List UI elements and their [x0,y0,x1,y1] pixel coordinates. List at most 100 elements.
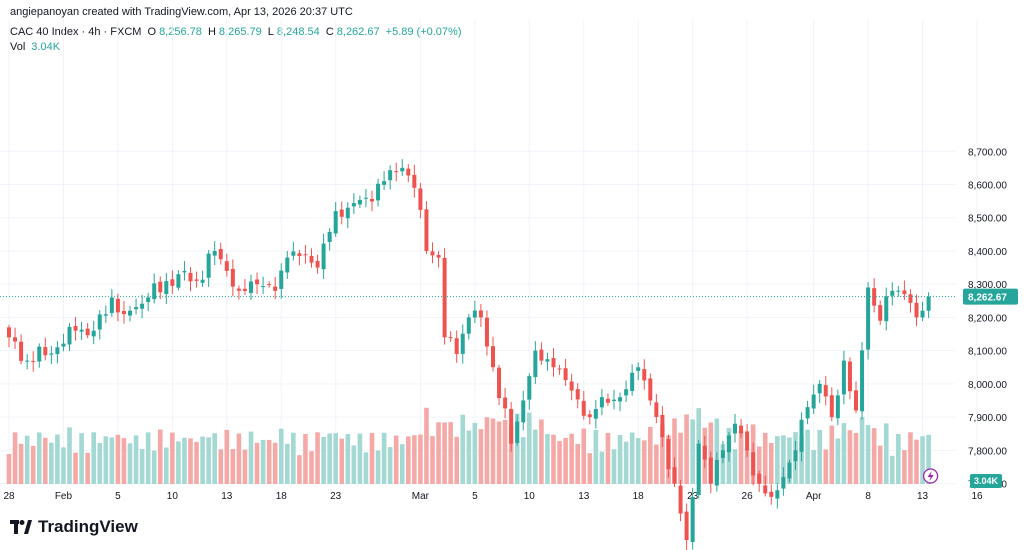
candle [25,360,30,362]
symbol-label[interactable]: CAC 40 Index · 4h · FXCM [10,26,142,38]
tradingview-logo-icon [10,520,32,534]
volume-bar [805,429,810,484]
current-price-label: 8,262.67 [968,293,1007,304]
volume-bar [605,432,611,484]
volume-bar [629,432,635,484]
candles [7,159,931,550]
candle [134,307,139,310]
y-tick-label: 8,100.00 [968,347,1007,358]
x-tick-label: 28 [3,491,15,502]
volume-label[interactable]: Vol [10,41,26,53]
volume-bar [853,432,859,484]
volume-bar [91,432,96,484]
candle [121,310,126,315]
volume-bar [678,432,683,484]
x-tick-label: 10 [524,491,536,502]
candle [158,281,163,293]
x-tick-label: Feb [55,491,73,502]
x-tick-label: 5 [472,491,478,502]
candle [575,389,580,400]
volume-bar [448,422,453,484]
volume-bar [393,435,399,484]
volume-bar [6,454,12,484]
candle [684,511,689,541]
volume-bar [139,448,145,484]
volume-bar [926,434,931,484]
volume-bar [660,424,665,484]
volume-bar [297,455,302,484]
tradingview-logo[interactable]: TradingView [10,517,138,537]
volume-bar [272,442,278,484]
candle [696,443,701,495]
candle [497,367,502,399]
candle [382,181,387,185]
volume-bar [466,430,472,484]
candle [37,346,42,362]
volume-bar [551,434,556,484]
candle [618,397,623,402]
candle [926,296,931,311]
volume-bar [242,449,248,484]
candle [636,367,641,371]
candle [13,337,18,342]
volume-bar [24,435,30,484]
candle [339,209,344,217]
volume-bar [412,435,417,484]
candle [309,256,314,263]
candle [854,390,858,411]
candle [400,167,405,172]
volume-bar [496,421,502,484]
x-tick-label: 23 [330,491,342,502]
volume-bar [744,448,750,484]
candle [890,290,895,296]
candle [321,243,326,270]
volume-bar [236,433,242,484]
candle [739,425,744,434]
chart-credit: angiepanoyan created with TradingView.co… [10,6,353,18]
volume-bar [85,452,90,484]
volume-bar [145,432,151,484]
ohlc-legend: CAC 40 Index · 4h · FXCM O 8,256.78 H 8,26… [10,26,465,38]
volume-bar [865,425,871,484]
candle [884,296,889,322]
x-tick-label: 16 [971,491,983,502]
x-tick-label: 26 [742,491,754,502]
candle [902,290,907,295]
candle [472,310,477,318]
candle [176,274,181,288]
candle [642,369,647,381]
candle [672,467,677,484]
volume-bar [36,432,42,484]
volume-bar [648,426,653,484]
candle [7,327,11,338]
x-tick-label: 13 [578,491,590,502]
candle [291,251,296,256]
candle [660,414,665,438]
candle [236,288,241,291]
volume-bar [406,436,411,484]
volume-bar [43,437,48,484]
candle [847,361,852,392]
volume-bar [769,442,774,484]
low-value: 8,248.54 [276,26,320,38]
volume-bar [920,436,925,484]
candle [630,372,635,392]
volume-bar [79,433,84,484]
x-tick-label: Apr [806,491,822,502]
volume-bar [641,440,647,484]
candle [563,368,568,381]
candle [829,395,834,418]
candle [593,408,598,419]
candle [708,457,713,484]
candle [515,421,520,443]
candle [333,211,338,234]
candle [557,368,562,370]
volume-bar [133,435,139,484]
candle [164,281,169,295]
candle [914,302,919,318]
candle [345,207,350,219]
volume-bar [127,443,133,484]
candle [327,231,332,242]
candle [394,171,399,173]
